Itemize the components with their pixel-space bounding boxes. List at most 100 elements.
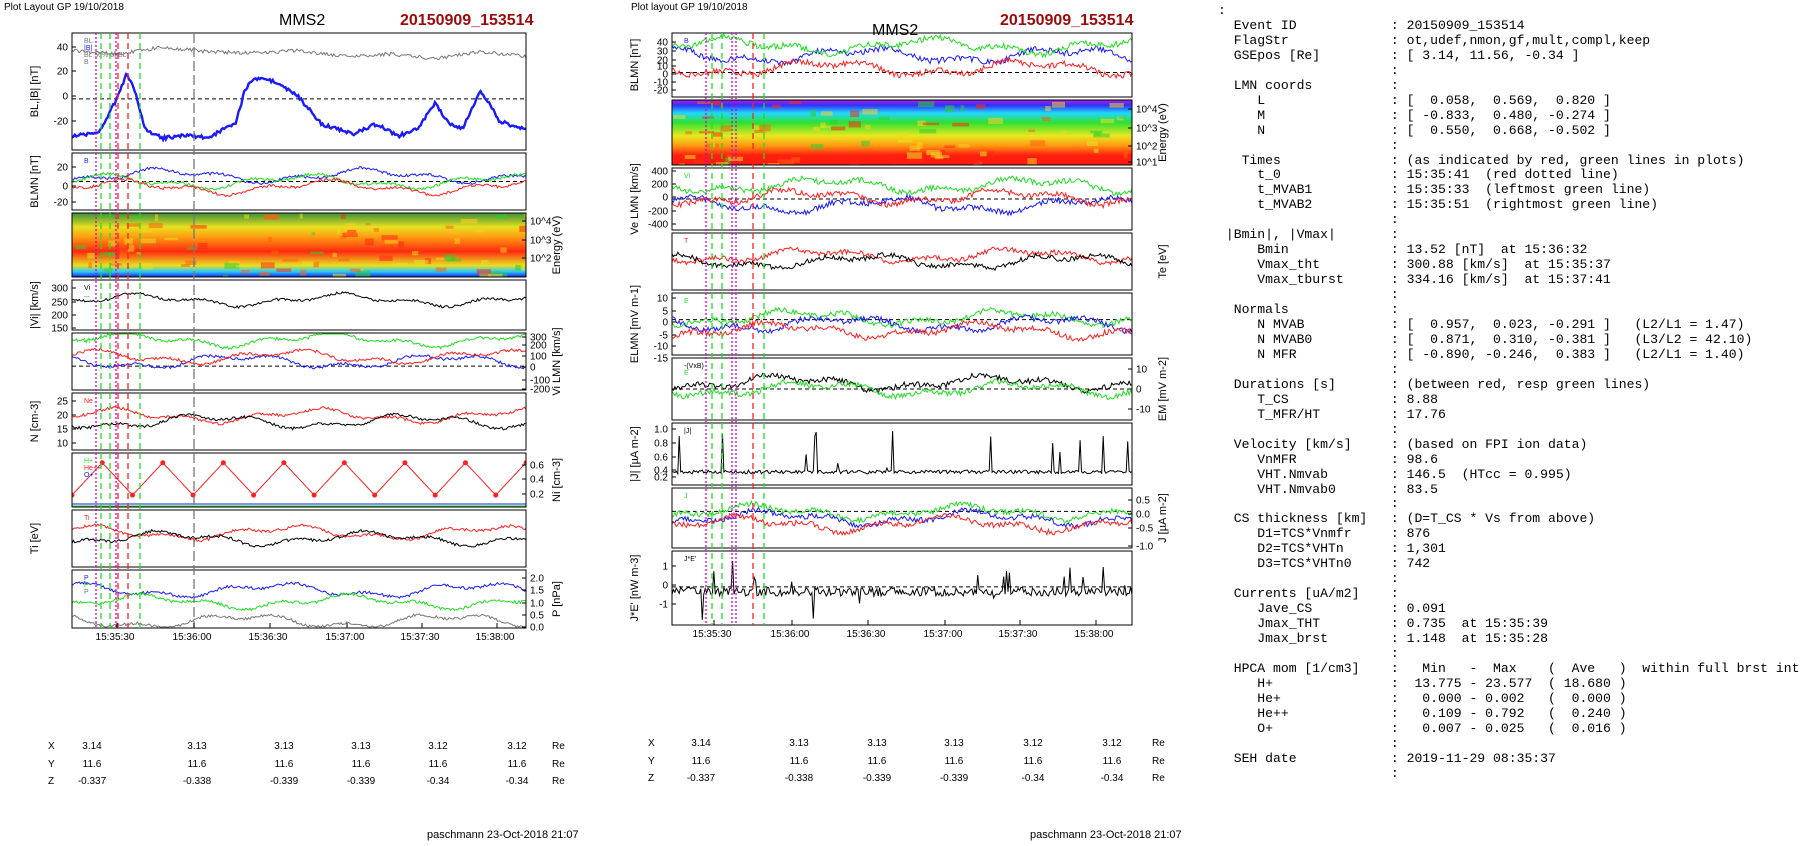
y-tick-label: 1 bbox=[662, 562, 668, 573]
time-tick-label: 15:38:00 bbox=[1075, 629, 1114, 640]
spectrogram-texture bbox=[1118, 116, 1126, 119]
spectrogram-texture bbox=[919, 129, 937, 134]
position-unit: Re bbox=[1152, 773, 1165, 784]
position-value: 3.13 bbox=[789, 738, 809, 749]
y-tick-label: 0.5 bbox=[530, 611, 544, 622]
panel-mid-7: 1.0 0.8 0.6 0.40.2 |J| [µA m-2] |J| bbox=[629, 422, 1133, 486]
y-tick-label: -20 bbox=[54, 198, 69, 209]
spectrogram-texture bbox=[140, 238, 156, 244]
y-tick-label: 1.0 bbox=[530, 599, 544, 610]
spectrogram-texture bbox=[148, 223, 163, 229]
y-axis-label: EM [mV m-2] bbox=[1157, 357, 1169, 421]
time-tick-label: 15:37:00 bbox=[924, 629, 963, 640]
layout-stamp-left: Plot Layout GP 19/10/2018 bbox=[4, 2, 124, 13]
position-row-label: X bbox=[648, 738, 655, 749]
series-el-line bbox=[672, 306, 1132, 329]
event-marker-lines bbox=[95, 33, 765, 628]
legend-entry: He++ bbox=[84, 465, 101, 472]
y-tick-label: -5 bbox=[659, 331, 668, 342]
position-unit: Re bbox=[552, 776, 565, 787]
series-vil-line bbox=[72, 333, 526, 350]
spectrogram-texture bbox=[767, 163, 780, 165]
he-plus-plus-point bbox=[311, 492, 317, 498]
series-he++-line bbox=[72, 462, 526, 496]
spectrogram-texture bbox=[829, 119, 838, 125]
panel-content bbox=[72, 291, 526, 309]
series-vxb-line bbox=[672, 372, 1132, 395]
position-unit: Re bbox=[1152, 756, 1165, 767]
series-p-line bbox=[72, 580, 526, 600]
spectrogram-texture bbox=[398, 241, 404, 248]
footer-left: paschmann 23-Oct-2018 21:07 bbox=[427, 829, 579, 841]
panel-frame bbox=[71, 392, 527, 451]
y-axis-label: Energy (eV) bbox=[551, 216, 563, 275]
y-axis-label: BL,|B| [nT] bbox=[29, 66, 41, 118]
spectrogram-texture bbox=[1045, 105, 1051, 111]
panel-mid-8: 0.5 0.0 -0.5 -1.0J [µA m-2] J bbox=[671, 487, 1169, 553]
spectrogram-texture bbox=[342, 232, 358, 238]
legend-entry: |B| bbox=[84, 45, 92, 52]
spectrogram-texture bbox=[777, 159, 794, 165]
spectrogram-texture bbox=[260, 262, 275, 269]
footer-middle: paschmann 23-Oct-2018 21:07 bbox=[1030, 829, 1182, 841]
panel-frame bbox=[671, 292, 1133, 356]
panel-frame bbox=[671, 99, 1133, 166]
spectrogram-texture bbox=[476, 269, 492, 275]
panel-frame bbox=[71, 569, 527, 629]
position-value: 11.6 bbox=[352, 759, 371, 770]
spectrogram-texture bbox=[897, 132, 910, 137]
legend-entry: Ti bbox=[84, 515, 90, 522]
position-row-label: Y bbox=[648, 756, 655, 767]
legend-entry: T bbox=[684, 238, 689, 245]
time-tick-label: 15:36:30 bbox=[249, 632, 288, 643]
series-jn-line bbox=[672, 511, 1132, 536]
series-bm-line bbox=[72, 171, 526, 191]
y-axis-label: J [µA m-2] bbox=[1157, 493, 1169, 543]
spectrogram-texture bbox=[313, 261, 320, 268]
spectrogram-texture bbox=[339, 235, 347, 239]
spectrogram-texture bbox=[164, 237, 179, 241]
spectrogram-texture bbox=[267, 236, 273, 242]
legend-entry: Vi bbox=[84, 338, 91, 345]
time-tick-label: 15:37:30 bbox=[999, 629, 1038, 640]
position-value: -0.34 bbox=[1022, 773, 1045, 784]
spectrogram-texture bbox=[481, 260, 489, 265]
panel-frame bbox=[671, 422, 1133, 486]
y-axis-label: P [nPa] bbox=[551, 581, 563, 617]
series-vel-line bbox=[672, 175, 1132, 197]
spectrogram-texture bbox=[359, 268, 364, 272]
he-plus-plus-point bbox=[493, 492, 499, 498]
spectrogram-texture bbox=[789, 101, 802, 105]
spectrogram-texture bbox=[282, 258, 299, 262]
spectrogram-texture bbox=[1027, 136, 1036, 139]
spectrogram-texture bbox=[519, 225, 526, 233]
spectrogram-texture bbox=[127, 245, 135, 252]
series-jm-line bbox=[672, 506, 1132, 530]
spectrogram-texture bbox=[958, 144, 970, 148]
spectrogram-texture bbox=[119, 250, 131, 258]
panel-frame bbox=[71, 152, 527, 211]
plot-area: Plot Layout GP 19/10/2018 MMS2 20150909_… bbox=[4, 2, 1182, 841]
spectrogram-texture bbox=[973, 163, 980, 165]
spectrogram-texture bbox=[820, 125, 831, 128]
series-p-line bbox=[72, 591, 526, 612]
time-tick-label: 15:37:30 bbox=[401, 632, 440, 643]
spectrogram-texture bbox=[350, 268, 361, 273]
position-value: 11.6 bbox=[429, 759, 448, 770]
spectrogram-texture bbox=[944, 105, 955, 113]
time-tick-label: 15:35:30 bbox=[96, 632, 135, 643]
panel-content bbox=[72, 213, 526, 277]
spectrogram-texture bbox=[271, 250, 279, 254]
position-value: 3.14 bbox=[82, 741, 102, 752]
spectrogram-texture bbox=[338, 258, 350, 262]
legend-entry: P bbox=[84, 582, 89, 589]
spectrogram-texture bbox=[126, 223, 140, 227]
series-vem-line bbox=[672, 193, 1132, 217]
panel-content bbox=[72, 580, 526, 628]
spectrogram-texture bbox=[988, 117, 1003, 125]
series-vim-line bbox=[72, 353, 526, 370]
series-te-line bbox=[672, 251, 1132, 272]
y-tick-label: 10 bbox=[657, 62, 669, 73]
spectrogram-texture bbox=[673, 115, 686, 119]
